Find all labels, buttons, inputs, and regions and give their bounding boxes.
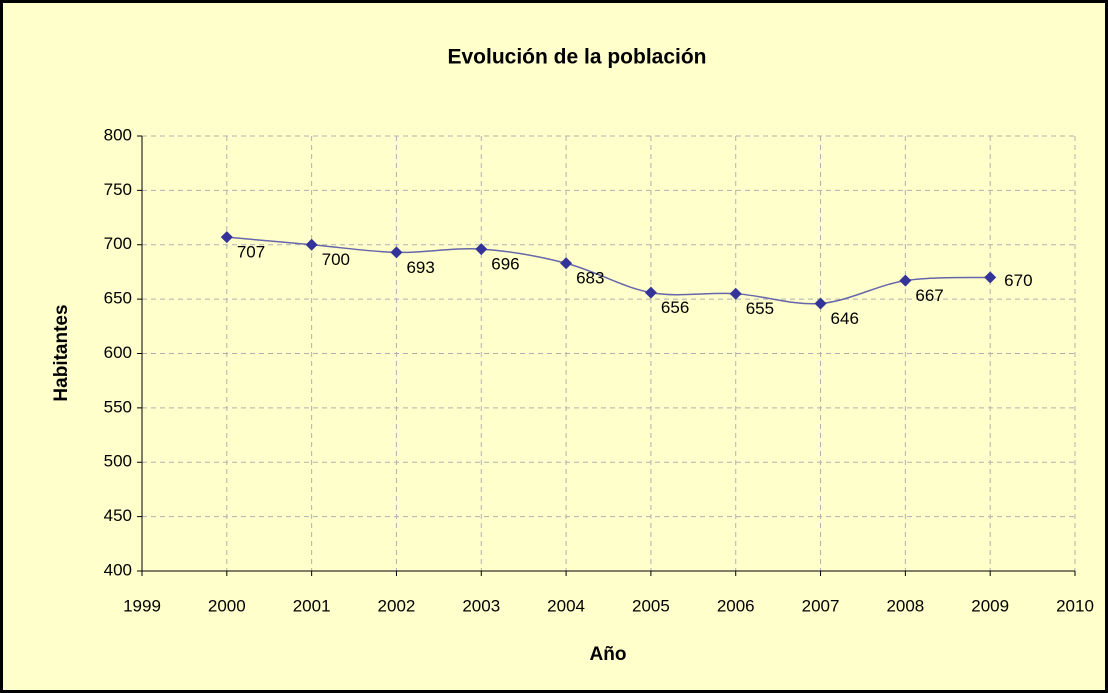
y-tick-label: 600 bbox=[104, 343, 132, 362]
y-axis-label: Habitantes bbox=[51, 304, 72, 401]
y-tick-label: 750 bbox=[104, 180, 132, 199]
x-tick-label: 2004 bbox=[547, 596, 585, 615]
y-tick-label: 700 bbox=[104, 234, 132, 253]
data-label: 655 bbox=[746, 299, 774, 318]
x-tick-label: 2003 bbox=[462, 596, 500, 615]
x-tick-label: 2005 bbox=[632, 596, 670, 615]
x-tick-label: 1999 bbox=[123, 596, 161, 615]
x-tick-label: 2002 bbox=[378, 596, 416, 615]
y-tick-label: 550 bbox=[104, 397, 132, 416]
x-tick-label: 2008 bbox=[886, 596, 924, 615]
data-label: 700 bbox=[322, 250, 350, 269]
data-point bbox=[305, 238, 318, 251]
data-label: 696 bbox=[491, 255, 519, 274]
data-label: 646 bbox=[831, 309, 859, 328]
data-point bbox=[390, 246, 403, 259]
x-tick-label: 2001 bbox=[293, 596, 331, 615]
data-point bbox=[220, 231, 233, 244]
data-label: 656 bbox=[661, 298, 689, 317]
data-point bbox=[984, 271, 997, 284]
data-label: 707 bbox=[237, 243, 265, 262]
x-tick-label: 2010 bbox=[1056, 596, 1094, 615]
series-line bbox=[226, 236, 991, 305]
y-tick-label: 500 bbox=[104, 452, 132, 471]
data-label: 693 bbox=[406, 258, 434, 277]
x-tick-label: 2006 bbox=[717, 596, 755, 615]
data-label: 670 bbox=[1004, 271, 1032, 290]
data-point bbox=[560, 257, 573, 270]
data-point bbox=[899, 274, 912, 287]
x-tick-label: 2007 bbox=[802, 596, 840, 615]
data-point bbox=[644, 286, 657, 299]
y-tick-label: 400 bbox=[104, 560, 132, 579]
data-label: 667 bbox=[915, 286, 943, 305]
x-tick-label: 2000 bbox=[208, 596, 246, 615]
y-tick-label: 450 bbox=[104, 506, 132, 525]
data-label: 683 bbox=[576, 269, 604, 288]
chart-title: Evolución de la población bbox=[447, 46, 706, 69]
data-point bbox=[729, 287, 742, 300]
x-axis-label: Año bbox=[590, 644, 627, 665]
data-point bbox=[475, 243, 488, 256]
data-point bbox=[814, 297, 827, 310]
y-tick-label: 800 bbox=[104, 125, 132, 144]
x-tick-label: 2009 bbox=[971, 596, 1009, 615]
y-tick-label: 650 bbox=[104, 289, 132, 308]
